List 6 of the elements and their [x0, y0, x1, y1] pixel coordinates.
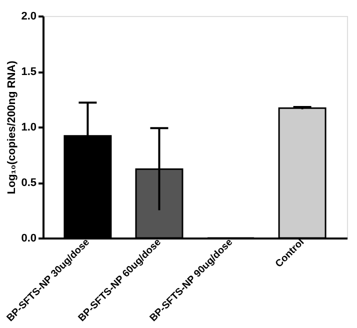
y-tick-label: 1.5: [21, 66, 36, 78]
y-tick-label: 2.0: [21, 10, 36, 22]
y-tick-label: 0.5: [21, 177, 36, 189]
y-tick-label: 0.0: [21, 232, 36, 244]
y-tick-label: 1.0: [21, 122, 36, 134]
y-axis-title: Log₁₀(copies/200ng RNA): [6, 60, 18, 194]
